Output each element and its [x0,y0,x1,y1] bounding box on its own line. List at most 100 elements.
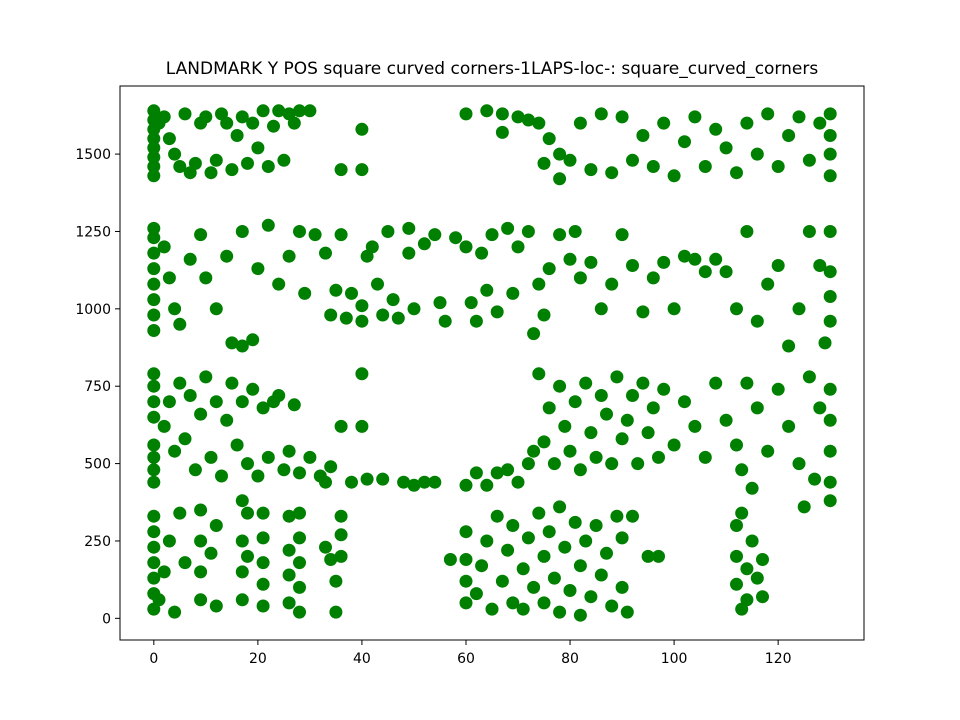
data-point [756,553,769,566]
data-point [626,509,639,523]
data-point [553,172,567,186]
data-point [553,605,567,619]
data-point [823,225,837,238]
data-point [521,225,535,238]
data-point [282,596,296,610]
data-point [631,457,645,471]
y-tick-label: 250 [84,534,111,550]
data-point [490,509,504,523]
data-point [745,534,759,548]
data-point [319,540,332,554]
data-point [459,107,473,121]
data-point [168,302,182,316]
data-point [589,519,603,532]
data-point [162,395,176,409]
data-point [532,116,546,130]
x-tick-label: 100 [661,651,688,667]
data-point [792,110,806,124]
data-point [641,549,655,563]
data-point [615,228,629,242]
data-point [495,107,509,121]
data-point [678,249,691,263]
data-point [490,305,504,319]
data-point [417,237,431,251]
data-point [204,546,218,560]
data-point [277,153,291,167]
data-point [293,580,306,594]
data-point [584,255,598,269]
data-point [636,129,650,142]
data-point [750,571,764,585]
data-point [334,419,348,433]
data-point [495,125,509,139]
data-point [147,509,161,523]
data-point [501,543,515,557]
data-point [542,262,556,276]
data-point [537,435,551,449]
data-point [282,568,296,582]
data-point [667,302,681,316]
data-point [823,494,837,508]
data-point [235,395,249,409]
data-point [521,457,535,471]
data-point [553,379,567,393]
data-point [584,163,598,177]
data-point [532,367,546,381]
data-point [464,296,478,310]
data-point [615,531,629,545]
data-point [178,107,192,121]
data-point [730,519,743,532]
y-axis: 0 250 500 750 1000 1250 1500 [75,147,120,627]
data-point [823,444,837,458]
x-tick-label: 80 [561,651,579,667]
data-point [527,327,541,341]
data-point [220,413,234,427]
data-point [147,475,161,489]
data-point [199,110,213,124]
data-point [147,571,161,585]
data-point [209,302,223,316]
data-point [480,104,494,118]
data-point [646,160,660,173]
data-point [282,543,296,557]
data-point [657,382,671,396]
data-point [761,277,775,291]
data-point [485,602,499,616]
data-point [521,531,535,545]
data-point [756,590,769,604]
data-point [397,475,411,489]
data-point [209,519,223,532]
data-point [173,376,187,390]
data-point [345,475,358,489]
data-point [511,110,525,124]
data-point [282,444,296,458]
data-point [626,153,639,167]
data-point [246,382,260,396]
data-point [698,160,712,173]
data-point [646,271,660,285]
data-point [573,271,587,285]
data-point [147,221,161,235]
data-point [261,160,275,173]
data-point [459,553,473,566]
data-point [334,509,348,523]
data-point [376,308,390,322]
data-point [740,225,754,238]
data-point [667,438,681,452]
data-point [730,577,743,591]
data-point [241,156,254,170]
data-point [469,587,483,601]
data-point [272,389,286,402]
data-point [162,271,176,285]
data-point [235,110,249,124]
data-point [168,605,182,619]
data-point [745,481,759,495]
data-point [251,469,265,483]
data-point [573,608,587,622]
data-point [740,116,754,130]
data-point [235,565,249,579]
data-point [230,438,244,452]
data-point [162,132,176,146]
data-point [516,602,530,616]
